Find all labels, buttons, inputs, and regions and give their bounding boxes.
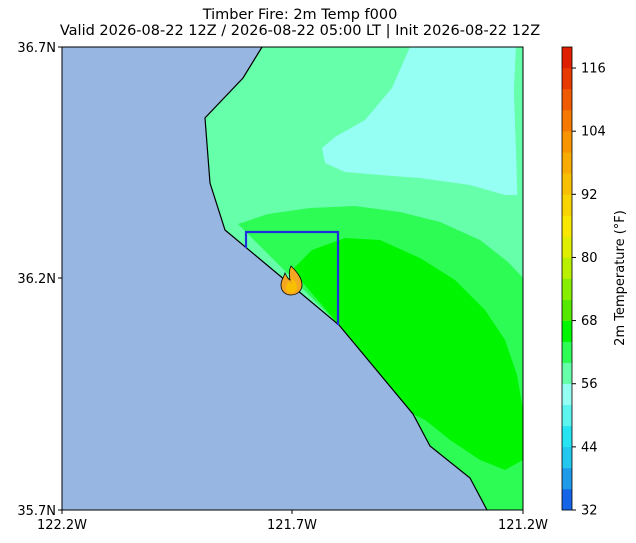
temp-region-coastal-strip [425, 420, 523, 510]
colorbar-band [562, 131, 572, 153]
colorbar-band [562, 467, 572, 490]
colorbar-band [562, 341, 572, 363]
colorbar: 32 44 56 68 80 92 104 116 [561, 46, 606, 519]
lon-label-mid: 121.7W [267, 518, 317, 533]
colorbar-tick-label: 116 [581, 62, 606, 77]
colorbar-tick-label: 104 [581, 125, 606, 140]
colorbar-band [562, 110, 572, 132]
colorbar-band [562, 68, 572, 90]
fire-domain-box [244, 230, 340, 325]
colorbar-tick-label: 44 [581, 440, 598, 455]
lat-label-south: 35.7N [17, 504, 56, 519]
map-subtitle: Valid 2026-08-22 12Z / 2026-08-22 05:00 … [59, 23, 541, 39]
colorbar-band [562, 362, 572, 385]
colorbar-tick-label: 92 [581, 188, 598, 203]
lon-axis: 122.2W 121.7W 121.2W [37, 510, 548, 533]
colorbar-band [562, 446, 572, 469]
lon-label-east: 121.2W [498, 518, 548, 533]
colorbar-label: 2m Temperature (°F) [613, 210, 628, 346]
map-plot-area [62, 47, 523, 510]
map-title: Timber Fire: 2m Temp f000 [202, 7, 398, 23]
lat-label-north: 36.7N [17, 41, 56, 56]
temp-region-52-56 [322, 47, 520, 195]
colorbar-band [562, 320, 572, 342]
colorbar-band [562, 488, 572, 511]
colorbar-band [562, 194, 572, 216]
colorbar-band [562, 173, 572, 195]
colorbar-band [562, 425, 572, 448]
colorbar-band [562, 215, 572, 237]
colorbar-frame [561, 46, 573, 511]
colorbar-band [562, 257, 572, 279]
colorbar-tick-label: 56 [581, 377, 598, 392]
colorbar-band [562, 299, 572, 321]
colorbar-band [562, 89, 572, 111]
lon-label-west: 122.2W [37, 518, 87, 533]
colorbar-tick-label: 68 [581, 314, 598, 329]
temp-region-east-edge [514, 47, 523, 278]
colorbar-band [562, 47, 572, 69]
coastline [204, 47, 488, 510]
colorbar-band [562, 278, 572, 300]
fire-icon [280, 265, 303, 296]
colorbar-tick-label: 32 [581, 504, 598, 519]
colorbar-band [562, 383, 572, 406]
lat-axis: 36.7N 36.2N 35.7N [17, 41, 62, 519]
colorbar-tick-label: 80 [581, 251, 598, 266]
colorbar-band [562, 236, 572, 258]
colorbar-band [562, 404, 572, 427]
temp-region-64-68 [292, 238, 523, 470]
lat-label-mid: 36.2N [17, 272, 56, 287]
colorbar-band [562, 152, 572, 174]
